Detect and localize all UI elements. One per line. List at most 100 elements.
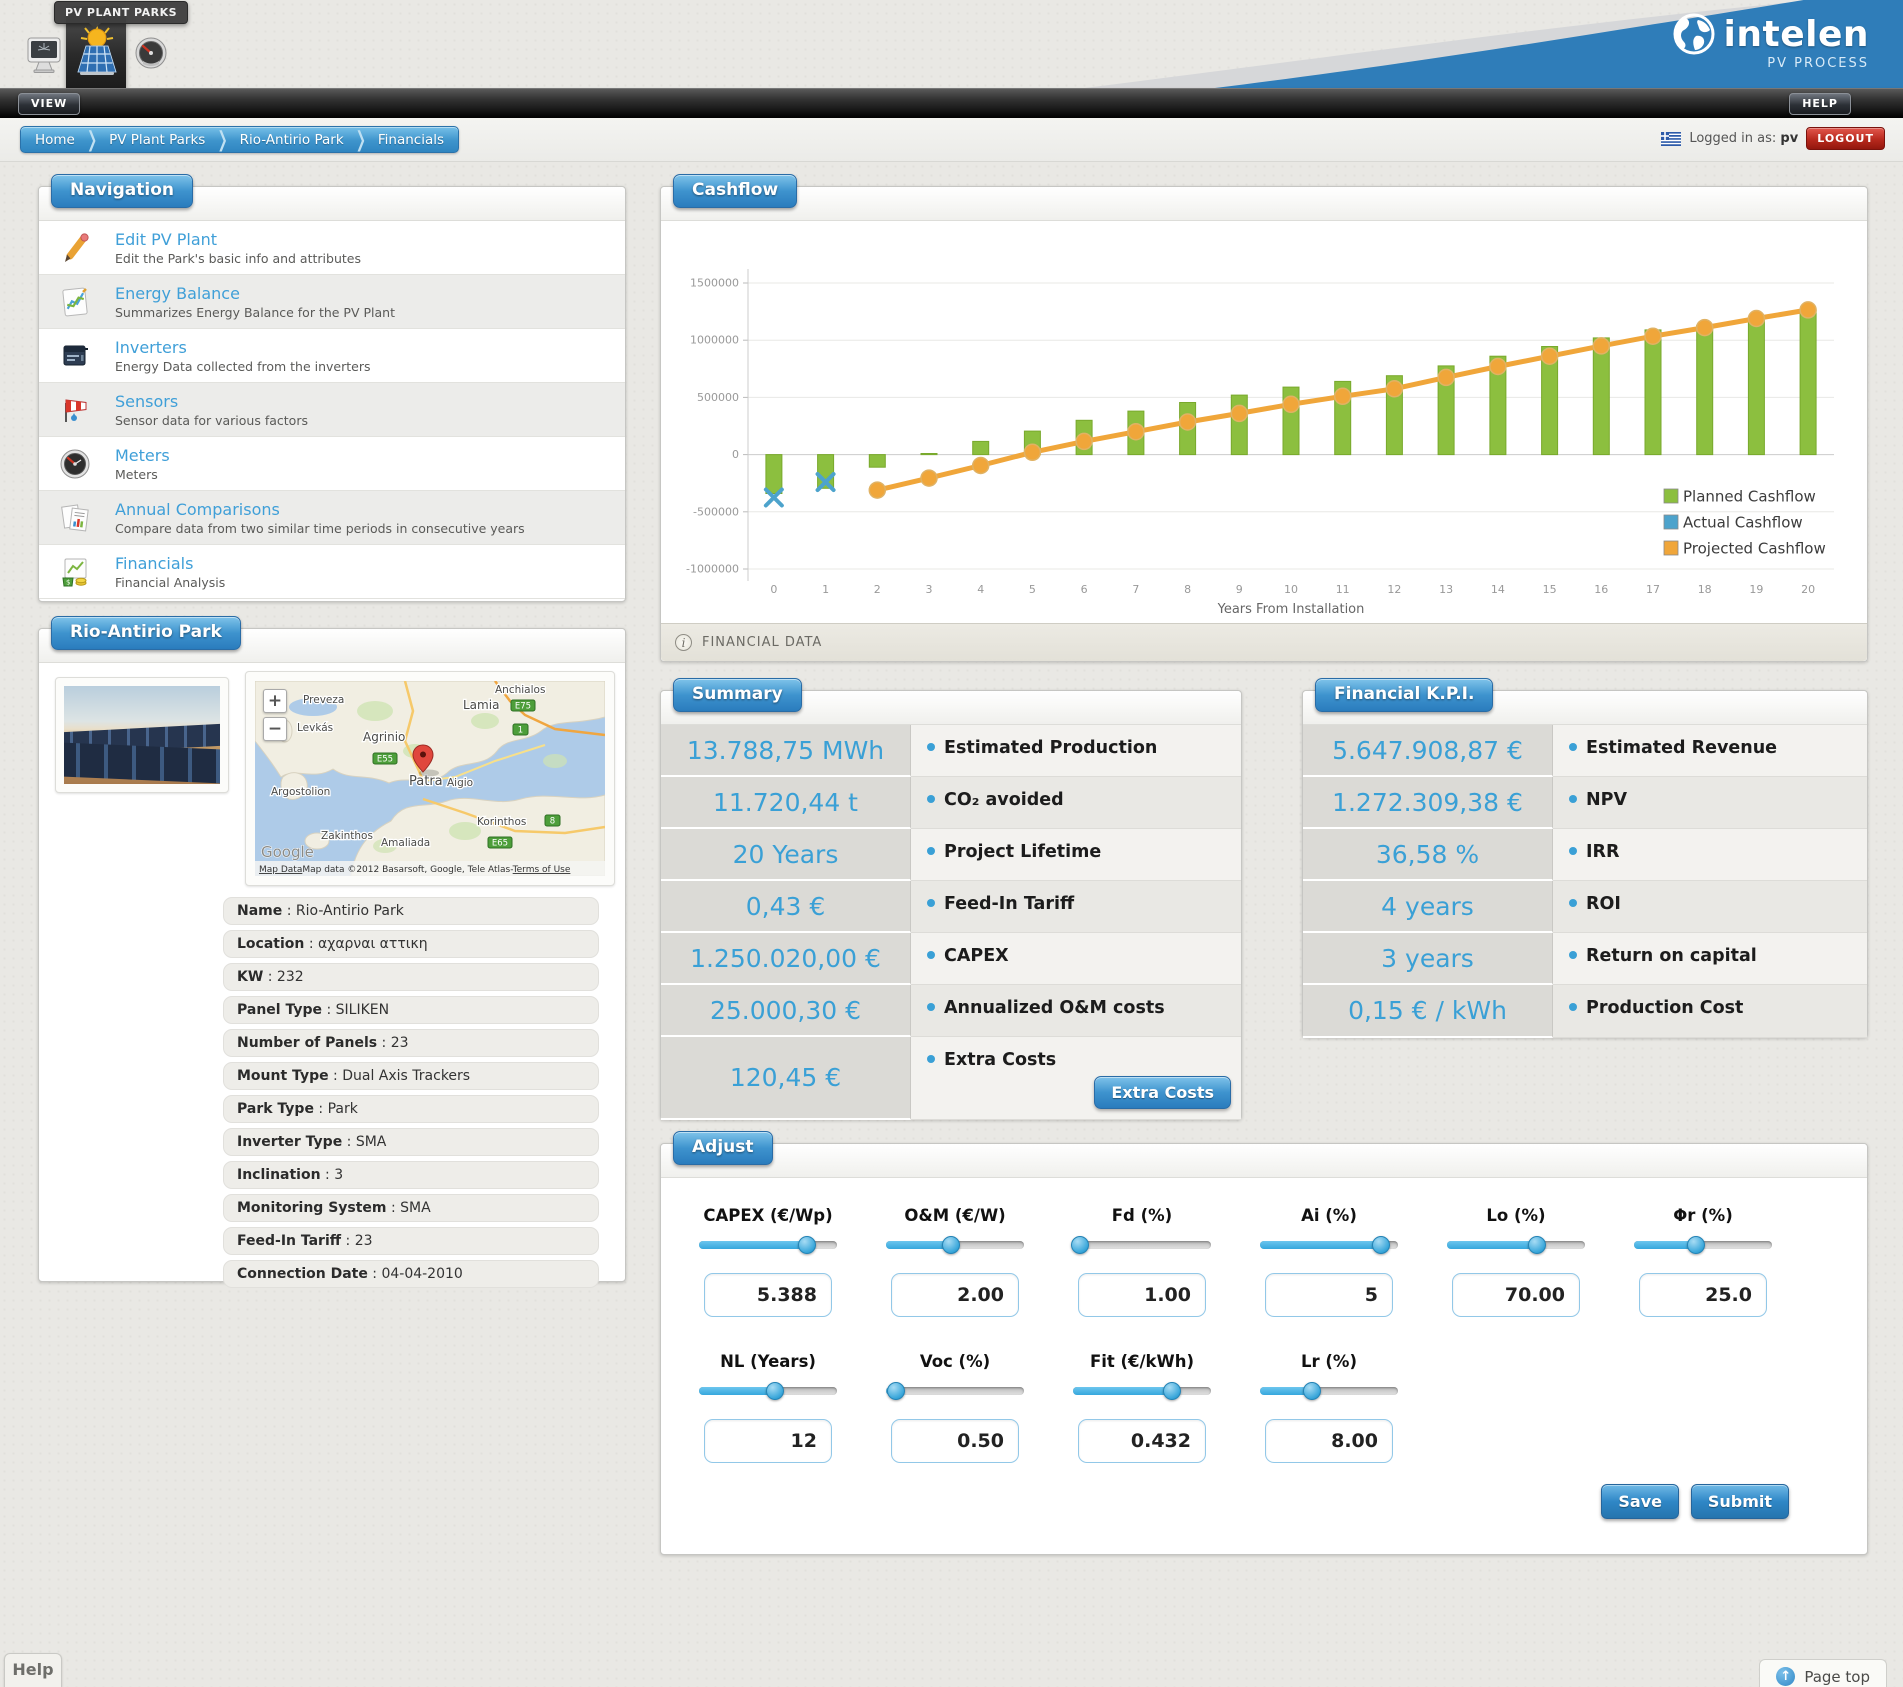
map-label-aigio: Aigio [447,777,473,789]
nav-item-label[interactable]: Inverters [115,337,187,357]
slider-thumb[interactable] [1527,1236,1546,1254]
slider-thumb[interactable] [1372,1236,1391,1254]
bullet-icon [1569,743,1577,751]
fd-slider[interactable] [1070,1236,1211,1254]
ai-label: Ai (%) [1301,1206,1357,1225]
extra-costs-button[interactable]: Extra Costs [1094,1076,1231,1109]
stat-value: 3 years [1303,933,1553,985]
voc-input[interactable] [891,1419,1019,1463]
view-button[interactable]: VIEW [18,93,81,115]
navigation-panel: Navigation Edit PV Plant Edit the Park's… [38,174,626,602]
summary-row-annualized-om-costs: 25.000,30 € Annualized O&M costs [661,985,1241,1037]
logout-button[interactable]: LOGOUT [1806,127,1885,150]
stat-value: 11.720,44 t [661,777,911,829]
breadcrumb-rio-antirio-park[interactable]: Rio-Antirio Park [239,131,344,148]
adjust-panel-tab: Adjust [673,1131,773,1165]
slider-thumb[interactable] [797,1236,816,1254]
lr-slider[interactable] [1260,1382,1398,1400]
breadcrumb-pv-plant-parks[interactable]: PV Plant Parks [109,131,206,148]
map-data-link[interactable]: Map Data [259,865,302,875]
svg-text:2: 2 [874,583,881,596]
up-arrow-icon: ↑ [1776,1667,1796,1686]
page-top-button[interactable]: ↑ Page top [1759,1659,1887,1687]
ai-slider[interactable] [1260,1236,1398,1254]
nav-item-edit-pv-plant[interactable]: Edit PV Plant Edit the Park's basic info… [39,221,625,275]
save-button[interactable]: Save [1601,1484,1679,1519]
nav-item-label[interactable]: Financials [115,553,194,573]
meters-dock-icon[interactable] [134,36,168,74]
brand-subtitle: PV PROCESS [1767,56,1869,71]
windsock-icon [53,394,97,426]
help-button[interactable]: HELP [1789,93,1851,115]
stat-label: NPV [1553,777,1867,829]
nav-item-label[interactable]: Edit PV Plant [115,229,218,249]
lo-input[interactable] [1452,1273,1580,1317]
breadcrumb-home[interactable]: Home [35,131,75,148]
park-photo-frame [55,677,229,793]
nl-slider[interactable] [699,1382,837,1400]
kpi-row-npv: 1.272.309,38 € NPV [1303,777,1867,829]
svg-text:14: 14 [1491,583,1505,596]
capex-input[interactable] [704,1273,832,1317]
stat-value: 5.647.908,87 € [1303,725,1553,777]
submit-button[interactable]: Submit [1690,1484,1789,1519]
breadcrumb-financials[interactable]: Financials [377,131,445,148]
nav-item-energy-balance[interactable]: Energy Balance Summarizes Energy Balance… [39,275,625,329]
nav-item-label[interactable]: Energy Balance [115,283,240,303]
svg-text:0: 0 [770,583,777,596]
lr-input[interactable] [1265,1419,1393,1463]
nl-input[interactable] [704,1419,832,1463]
nav-item-desc: Sensor data for various factors [115,412,308,428]
park-map[interactable]: Preveza Lamia Anchialos Levkás Agrinio P… [255,681,605,876]
slider-thumb[interactable] [886,1382,905,1400]
pv-plant-parks-icon[interactable] [76,22,118,82]
summary-panel: Summary 13.788,75 MWh Estimated Producti… [660,678,1242,1120]
om-input[interactable] [891,1273,1019,1317]
map-terms-link[interactable]: Terms of Use [512,865,571,875]
slider-thumb[interactable] [1303,1382,1322,1400]
om-slider[interactable] [886,1236,1024,1254]
slider-thumb[interactable] [765,1382,784,1400]
voc-slider[interactable] [886,1382,1024,1400]
nav-item-meters[interactable]: Meters Meters [39,437,625,491]
nav-item-label[interactable]: Sensors [115,391,179,411]
map-pin[interactable] [412,744,439,777]
help-tab[interactable]: Help [4,1653,62,1687]
svg-text:Actual Cashflow: Actual Cashflow [1683,514,1803,532]
map-label-levkas: Levkás [297,722,333,734]
slider-thumb[interactable] [941,1236,960,1254]
monitor-icon[interactable] [26,36,62,78]
nav-item-label[interactable]: Annual Comparisons [115,499,280,519]
lo-slider[interactable] [1447,1236,1585,1254]
nav-item-financials[interactable]: $ Financials Financial Analysis [39,545,625,599]
ai-control: Ai (%) [1254,1206,1404,1317]
fd-input[interactable] [1078,1273,1206,1317]
map-zoom-out-button[interactable]: − [263,717,287,741]
financial-data-strip[interactable]: i FINANCIAL DATA [661,623,1867,661]
svg-text:13: 13 [1439,583,1453,596]
annual-comparisons-icon [53,502,97,534]
capex-slider[interactable] [699,1236,837,1254]
fr-slider[interactable] [1634,1236,1772,1254]
navigation-panel-tab: Navigation [51,174,193,208]
nav-item-annual-comparisons[interactable]: Annual Comparisons Compare data from two… [39,491,625,545]
fit-input[interactable] [1078,1419,1206,1463]
nav-item-label[interactable]: Meters [115,445,170,465]
slider-thumb[interactable] [1070,1236,1089,1254]
fit-slider[interactable] [1073,1382,1211,1400]
nav-item-inverters[interactable]: Inverters Energy Data collected from the… [39,329,625,383]
slider-thumb[interactable] [1163,1382,1182,1400]
nav-item-sensors[interactable]: Sensors Sensor data for various factors [39,383,625,437]
stat-label: Feed-In Tariff [911,881,1241,933]
fr-input[interactable] [1639,1273,1767,1317]
nav-item-text: Inverters Energy Data collected from the… [115,338,371,374]
stat-label: Extra Costs Extra Costs [911,1037,1241,1120]
slider-thumb[interactable] [1687,1236,1706,1254]
breadcrumb-separator: ❭ [215,127,230,152]
ai-input[interactable] [1265,1273,1393,1317]
bullet-icon [1569,795,1577,803]
google-logo: Google [261,843,314,861]
top-header: intelen PV PROCESS [0,0,1903,88]
map-zoom-in-button[interactable]: + [263,689,287,713]
